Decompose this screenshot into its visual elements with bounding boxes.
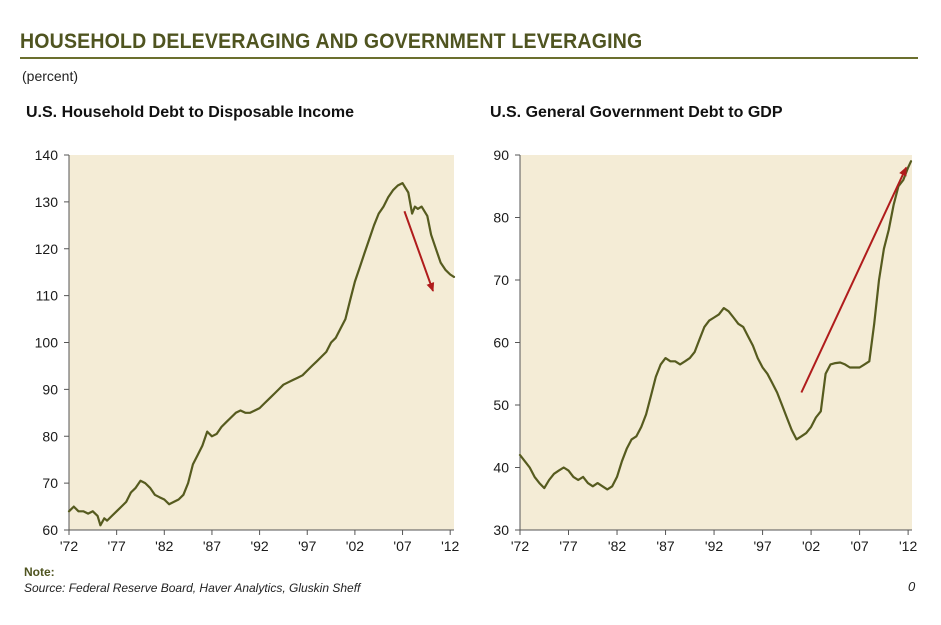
series-line-government: [518, 160, 913, 491]
x-tick-label: '97: [298, 538, 316, 554]
y-tick-label: 40: [493, 460, 509, 476]
y-tick-label: 90: [42, 381, 58, 397]
title-divider: [20, 57, 918, 59]
trend-arrow-government: [800, 166, 908, 393]
chart-title-government-debt: U.S. General Government Debt to GDP: [490, 104, 783, 121]
x-tick-label: '82: [155, 538, 173, 554]
x-tick-label: '07: [850, 538, 868, 554]
y-tick-label: 100: [35, 335, 59, 351]
plot-area-household: [69, 155, 454, 530]
page-title: HOUSEHOLD DELEVERAGING AND GOVERNMENT LE…: [20, 30, 643, 53]
chart-title-household-debt: U.S. Household Debt to Disposable Income: [26, 104, 355, 121]
series-line-household: [67, 182, 456, 527]
y-tick-label: 130: [35, 194, 59, 210]
x-tick-label: '77: [559, 538, 577, 554]
unit-label: (percent): [22, 68, 79, 84]
page-number: 0: [908, 579, 916, 594]
note-label: Note:: [24, 565, 55, 579]
x-tick-label: '12: [441, 538, 459, 554]
x-tick-label: '77: [108, 538, 126, 554]
y-tick-label: 60: [493, 335, 509, 351]
chart-household: 60 70 80 90 100 110 120 130 140 '72 '77 '82 '87 '92 '9…: [35, 147, 460, 554]
chart-government: 30 40 50 60 70 80 90 '72 '77 '82 '87 '92 '97 '02 '07 '1…: [493, 147, 917, 554]
x-tick-label: '87: [656, 538, 674, 554]
y-tick-label: 80: [493, 210, 509, 226]
x-tick-label: '02: [346, 538, 364, 554]
x-tick-label: '02: [802, 538, 820, 554]
source-text: Source: Federal Reserve Board, Haver Ana…: [24, 581, 361, 595]
y-tick-label: 70: [42, 475, 58, 491]
y-tick-label: 30: [493, 522, 509, 538]
y-tick-label: 70: [493, 272, 509, 288]
trend-arrow-household: [403, 210, 435, 292]
x-tick-label: '92: [705, 538, 723, 554]
x-tick-label: '12: [899, 538, 917, 554]
plot-area-government: [520, 155, 912, 530]
x-tick-label: '72: [511, 538, 529, 554]
y-tick-label: 120: [35, 241, 59, 257]
x-tick-label: '92: [250, 538, 268, 554]
x-tick-label: '97: [753, 538, 771, 554]
x-tick-label: '72: [60, 538, 78, 554]
y-tick-label: 60: [42, 522, 58, 538]
x-tick-label: '07: [393, 538, 411, 554]
y-tick-label: 140: [35, 147, 59, 163]
y-tick-label: 90: [493, 147, 509, 163]
y-tick-label: 110: [36, 288, 59, 304]
y-tick-label: 80: [42, 428, 58, 444]
x-tick-label: '87: [203, 538, 221, 554]
y-tick-label: 50: [493, 397, 509, 413]
x-tick-label: '82: [608, 538, 626, 554]
